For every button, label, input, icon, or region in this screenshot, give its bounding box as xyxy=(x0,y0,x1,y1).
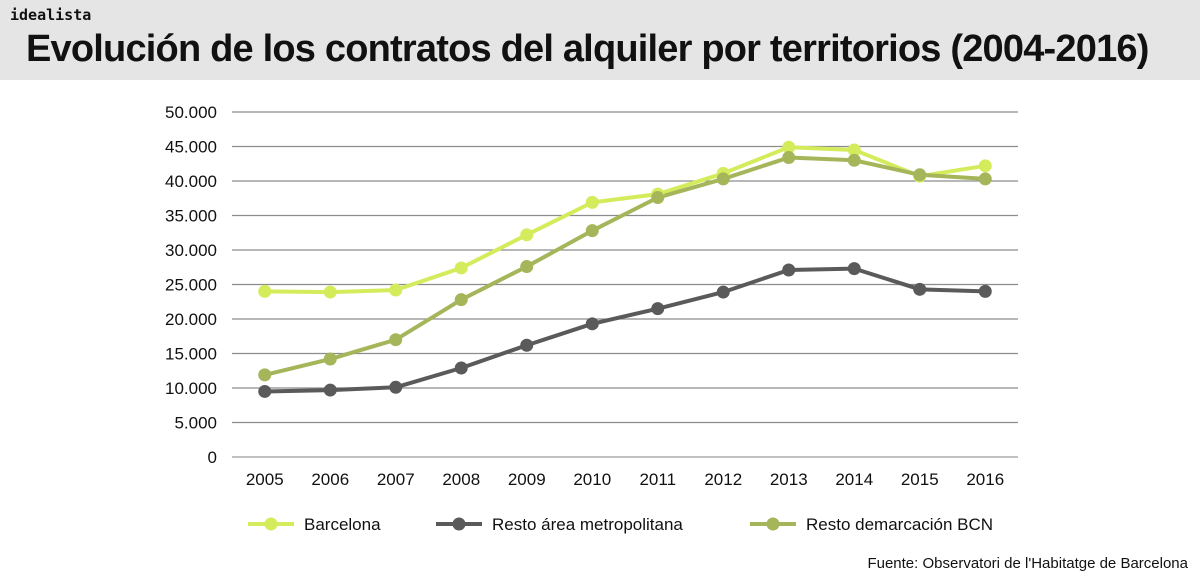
x-tick-label: 2016 xyxy=(966,470,1004,489)
source-note: Fuente: Observatori de l'Habitatge de Ba… xyxy=(867,555,1188,572)
legend-label: Barcelona xyxy=(304,515,381,534)
data-point xyxy=(323,352,337,366)
data-point xyxy=(258,368,272,382)
data-point xyxy=(847,262,861,276)
series-line xyxy=(262,266,988,394)
data-point xyxy=(913,282,927,296)
legend-label: Resto área metropolitana xyxy=(492,515,683,534)
x-tick-label: 2011 xyxy=(639,470,676,489)
x-axis-ticks: 2005 2006 2007 2008 2009 2010 2011 2012 2013 2014… xyxy=(246,470,1004,489)
data-point xyxy=(389,380,403,394)
data-point xyxy=(258,284,272,298)
data-point xyxy=(258,384,272,398)
data-point xyxy=(323,285,337,299)
data-point xyxy=(847,143,861,157)
data-point xyxy=(716,285,730,299)
y-tick-label: 20.000 xyxy=(165,310,217,329)
data-point xyxy=(389,283,403,297)
y-tick-label: 0 xyxy=(208,448,217,467)
data-point xyxy=(520,260,534,274)
data-point xyxy=(389,333,403,347)
x-tick-label: 2015 xyxy=(901,470,939,489)
y-tick-label: 35.000 xyxy=(165,207,217,226)
data-point xyxy=(651,191,665,205)
legend-marker xyxy=(766,517,780,531)
y-tick-label: 45.000 xyxy=(165,138,217,157)
data-point xyxy=(323,383,337,397)
x-tick-label: 2005 xyxy=(246,470,284,489)
data-point xyxy=(585,224,599,238)
series-line xyxy=(262,145,988,295)
legend-label: Resto demarcación BCN xyxy=(806,515,993,534)
series-lines xyxy=(262,145,988,394)
brand-logo: idealista xyxy=(10,6,92,24)
data-point xyxy=(651,302,665,316)
y-axis-ticks: 0 5.000 10.000 15.000 20.000 25.000 30.000 35.0… xyxy=(165,103,217,467)
data-point xyxy=(782,151,796,165)
data-point xyxy=(978,284,992,298)
y-tick-label: 10.000 xyxy=(165,379,217,398)
data-point xyxy=(454,293,468,307)
data-point xyxy=(978,172,992,186)
data-point xyxy=(520,228,534,242)
legend-marker xyxy=(264,517,278,531)
y-tick-label: 5.000 xyxy=(174,414,217,433)
legend-marker xyxy=(452,517,466,531)
y-tick-label: 15.000 xyxy=(165,345,217,364)
series-points xyxy=(258,140,992,398)
header-bar: idealista Evolución de los contratos del… xyxy=(0,0,1200,80)
data-point xyxy=(454,261,468,275)
data-point xyxy=(585,195,599,209)
data-point xyxy=(454,361,468,375)
x-tick-label: 2013 xyxy=(770,470,808,489)
x-tick-label: 2007 xyxy=(377,470,415,489)
x-tick-label: 2010 xyxy=(573,470,611,489)
x-tick-label: 2012 xyxy=(704,470,742,489)
y-tick-label: 40.000 xyxy=(165,172,217,191)
data-point xyxy=(847,153,861,167)
data-point xyxy=(913,168,927,182)
x-tick-label: 2014 xyxy=(835,470,873,489)
grid-lines xyxy=(232,111,1018,458)
y-tick-label: 30.000 xyxy=(165,241,217,260)
x-tick-label: 2008 xyxy=(442,470,480,489)
x-tick-label: 2006 xyxy=(311,470,349,489)
data-point xyxy=(585,317,599,331)
data-point xyxy=(716,172,730,186)
data-point xyxy=(782,263,796,277)
y-tick-label: 50.000 xyxy=(165,103,217,122)
x-tick-label: 2009 xyxy=(508,470,546,489)
page-title: Evolución de los contratos del alquiler … xyxy=(26,28,1149,70)
series-line xyxy=(262,155,988,377)
legend: Barcelona Resto área metropolitana Resto d… xyxy=(248,515,993,534)
data-point xyxy=(978,159,992,173)
data-point xyxy=(782,140,796,154)
y-tick-label: 25.000 xyxy=(165,276,217,295)
data-point xyxy=(520,338,534,352)
